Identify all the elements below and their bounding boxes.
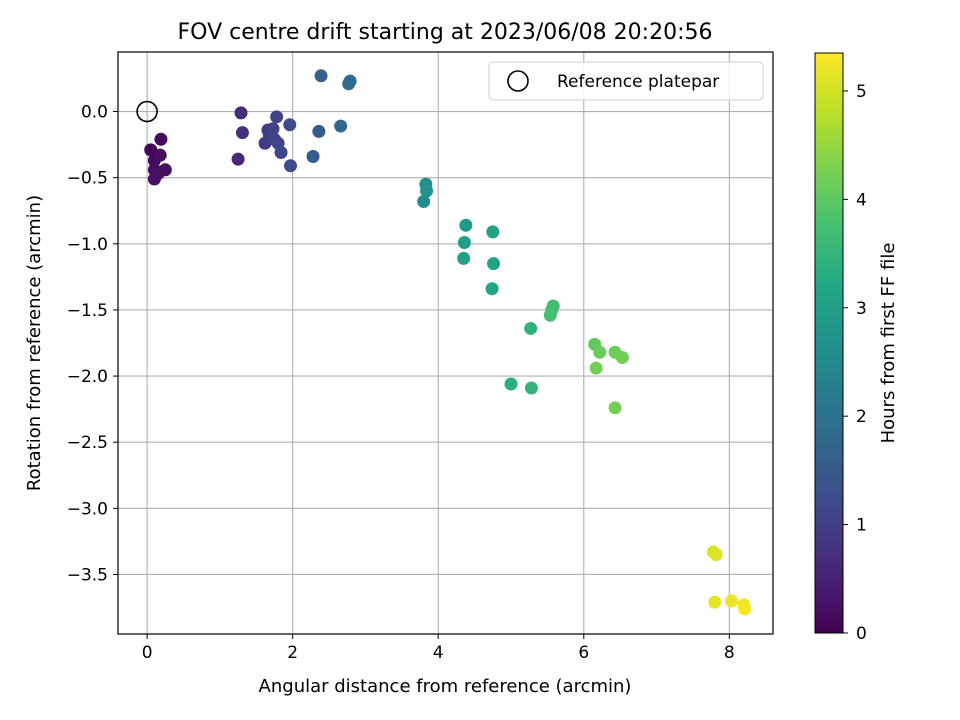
data-point: [153, 148, 167, 162]
data-point: [312, 124, 326, 138]
colorbar-gradient: [815, 53, 843, 633]
y-tick-label: −3.0: [67, 499, 108, 519]
y-tick-label: −1.0: [67, 235, 108, 255]
data-point: [504, 377, 518, 391]
y-tick-label: −2.0: [67, 367, 108, 387]
data-point: [417, 194, 431, 208]
y-tick-label: −1.5: [67, 301, 108, 321]
colorbar-tick-label: 2: [856, 407, 867, 427]
chart-title: FOV centre drift starting at 2023/06/08 …: [178, 20, 713, 45]
colorbar-tick-label: 0: [856, 624, 867, 644]
data-point: [151, 167, 165, 181]
data-point: [615, 351, 629, 365]
data-point: [543, 308, 557, 322]
data-point: [234, 106, 248, 120]
colorbar-tick-label: 3: [856, 299, 867, 319]
data-point: [589, 361, 603, 375]
legend-entry-reference: Reference platepar: [557, 72, 719, 92]
data-point: [154, 132, 168, 146]
y-axis-ticks: 0.0 −0.5 −1.0 −1.5 −2.0 −2.5 −3.0 −3.5: [67, 103, 118, 585]
y-tick-label: −3.5: [67, 565, 108, 585]
data-points: [144, 69, 752, 616]
x-tick-label: 6: [578, 643, 589, 663]
x-tick-label: 4: [433, 643, 444, 663]
data-point: [231, 152, 245, 166]
colorbar-tick-label: 1: [856, 516, 867, 536]
colorbar-tick-label: 5: [856, 82, 867, 102]
y-tick-label: 0.0: [81, 103, 108, 123]
data-point: [334, 119, 348, 133]
data-point: [235, 126, 249, 140]
data-point: [524, 381, 538, 395]
legend-marker: [507, 70, 529, 92]
data-point: [144, 143, 158, 157]
colorbar-frame: [814, 52, 844, 634]
data-point: [485, 282, 499, 296]
data-point: [708, 595, 722, 609]
colorbar: 0 1 2 3 4 5 Hours from first FF file: [814, 52, 899, 644]
legend: Reference platepar: [488, 61, 764, 101]
data-point: [283, 118, 297, 132]
data-point: [725, 594, 739, 608]
x-axis-label: Angular distance from reference (arcmin): [259, 676, 632, 697]
data-point: [593, 345, 607, 359]
x-tick-label: 2: [287, 643, 298, 663]
data-point: [709, 548, 723, 562]
data-point: [459, 218, 473, 232]
data-point: [283, 159, 297, 173]
data-point: [608, 401, 622, 415]
data-point: [343, 74, 357, 88]
data-point: [274, 146, 288, 160]
data-point: [524, 321, 538, 335]
x-axis-ticks: 0 2 4 6 8: [142, 634, 735, 663]
plot-frame: [117, 51, 774, 635]
x-tick-label: 0: [142, 643, 153, 663]
data-point: [457, 251, 471, 265]
y-axis-label: Rotation from reference (arcmin): [24, 195, 45, 491]
data-point: [738, 602, 752, 616]
grid-lines: [118, 52, 773, 634]
x-tick-label: 8: [724, 643, 735, 663]
data-point: [306, 149, 320, 163]
data-point: [314, 69, 328, 83]
colorbar-label: Hours from first FF file: [878, 243, 899, 444]
data-point: [420, 184, 434, 198]
reference-platepar-marker: [136, 100, 158, 123]
data-point: [487, 257, 501, 271]
data-point: [270, 110, 284, 124]
data-point: [457, 235, 471, 249]
y-tick-label: −0.5: [67, 169, 108, 189]
colorbar-tick-label: 4: [856, 190, 867, 210]
colorbar-ticks: 0 1 2 3 4 5: [843, 82, 867, 644]
legend-box: [488, 61, 764, 101]
data-point: [486, 225, 500, 239]
y-tick-label: −2.5: [67, 433, 108, 453]
data-point: [266, 122, 280, 136]
